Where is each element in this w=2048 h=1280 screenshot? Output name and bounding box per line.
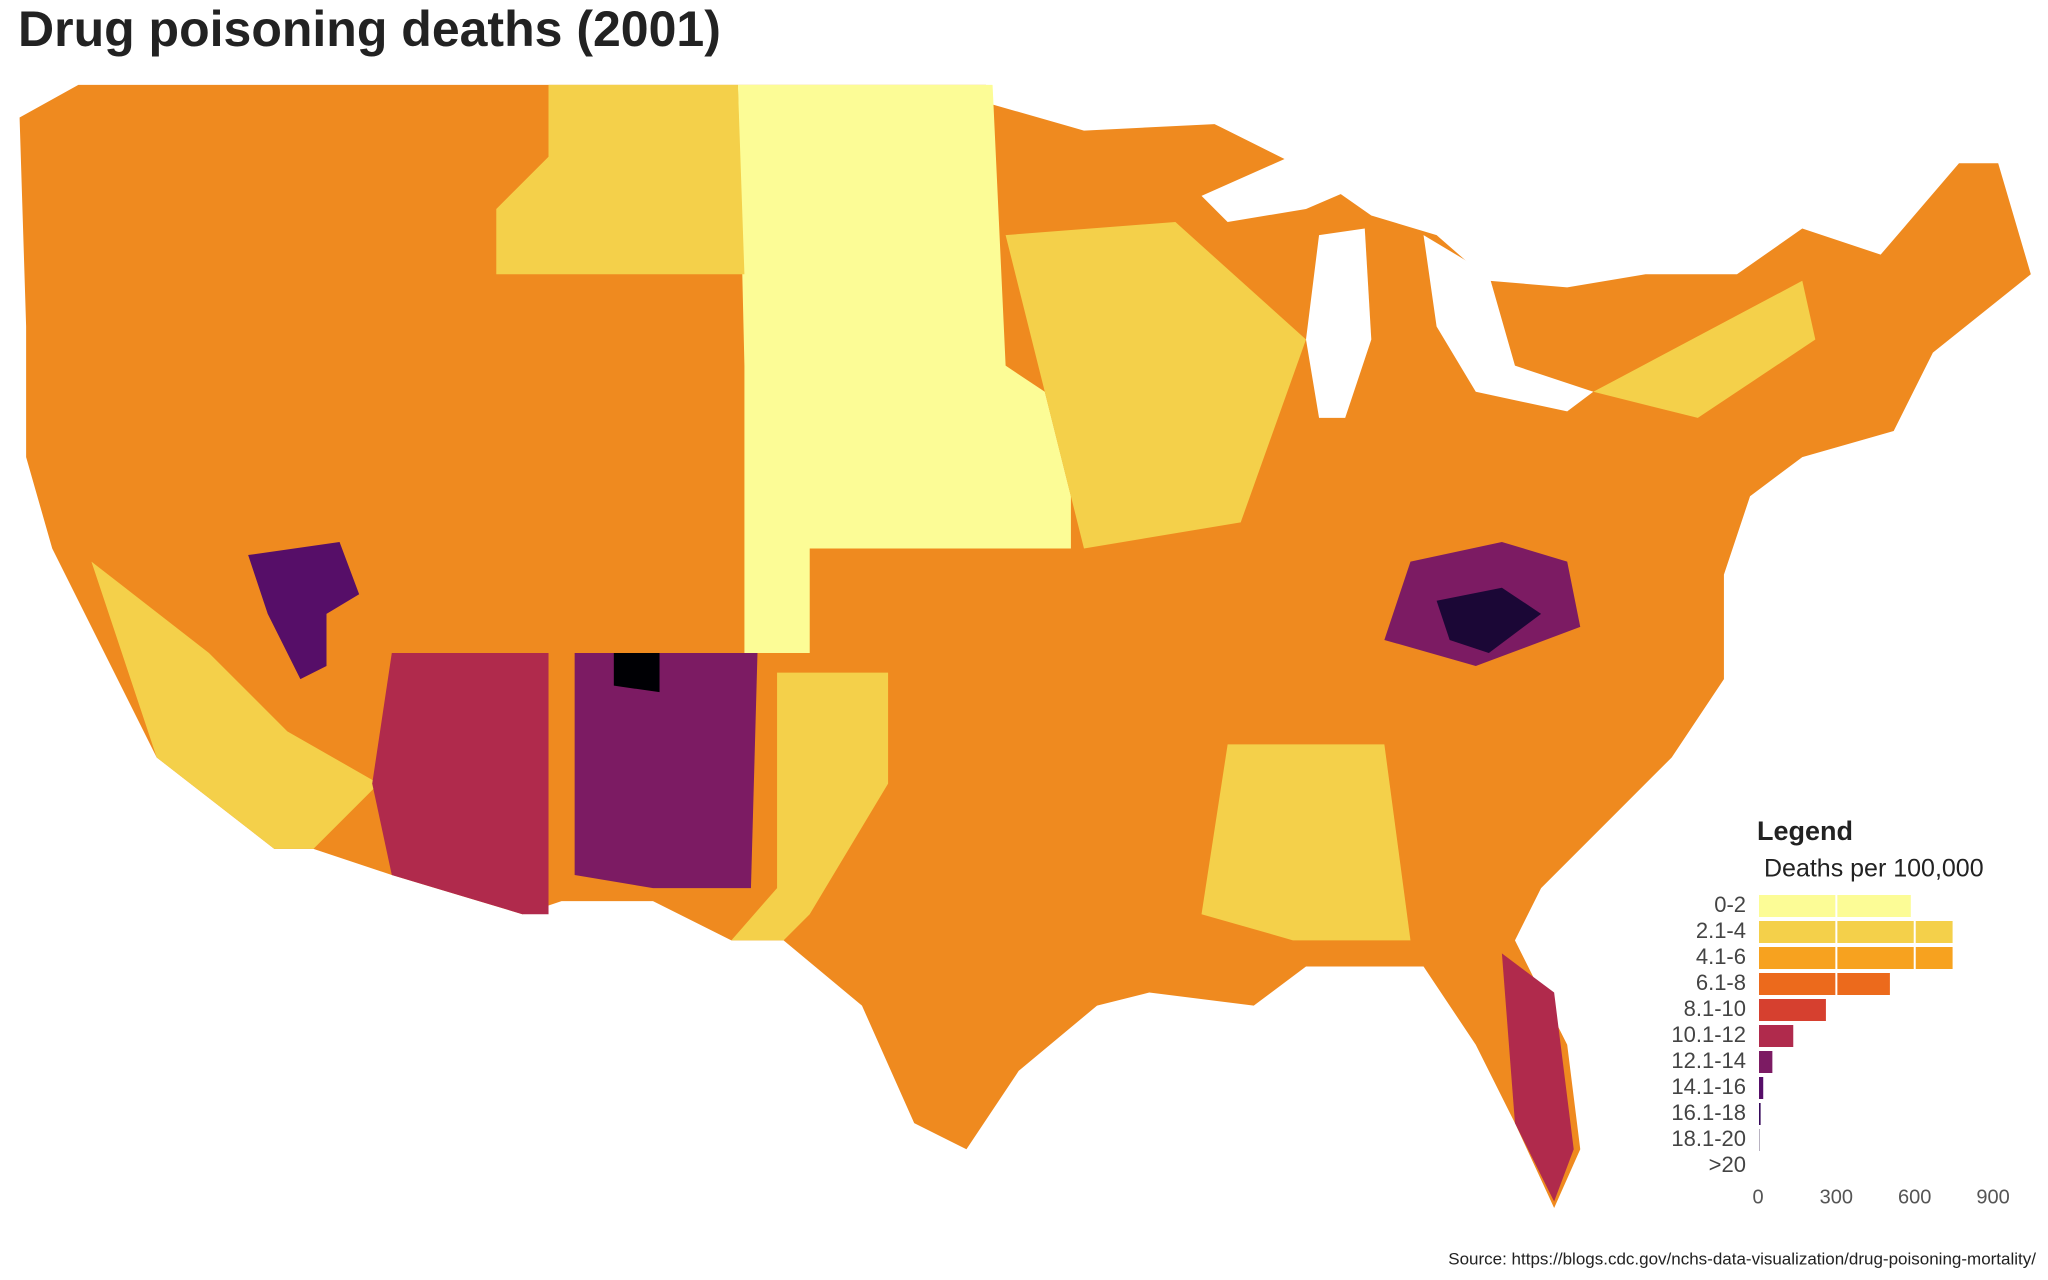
lake-michigan bbox=[1306, 228, 1372, 418]
legend-category: 8.1-10 bbox=[1684, 996, 1746, 1021]
legend-bar bbox=[1758, 1051, 1773, 1073]
x-tick-label: 0 bbox=[1752, 1186, 1763, 1208]
us-map bbox=[19, 84, 2031, 1209]
california-region bbox=[91, 561, 379, 849]
legend-category: 10.1-12 bbox=[1671, 1022, 1746, 1047]
legend-category: 14.1-16 bbox=[1671, 1074, 1746, 1099]
x-tick-label: 900 bbox=[1976, 1186, 2009, 1208]
lake-huron-erie bbox=[1423, 235, 1594, 412]
texas-region bbox=[731, 672, 889, 941]
nevada-region bbox=[248, 541, 360, 680]
legend-category: 6.1-8 bbox=[1696, 970, 1746, 995]
arizona-region bbox=[372, 653, 549, 915]
legend-bar bbox=[1758, 921, 1953, 943]
florida-region bbox=[1501, 953, 1574, 1202]
legend-title: Legend bbox=[1757, 816, 1853, 846]
x-tick-label: 600 bbox=[1898, 1186, 1931, 1208]
legend-category: 12.1-14 bbox=[1671, 1048, 1746, 1073]
legend-category: 16.1-18 bbox=[1671, 1100, 1746, 1125]
lake-superior bbox=[1201, 143, 1398, 223]
legend-category: 0-2 bbox=[1714, 892, 1746, 917]
legend-bar bbox=[1758, 999, 1826, 1021]
legend-category: >20 bbox=[1709, 1152, 1746, 1177]
legend-category: 18.1-20 bbox=[1671, 1126, 1746, 1151]
midwest-region bbox=[1005, 222, 1306, 549]
plains-region bbox=[737, 84, 1071, 653]
legend-bar bbox=[1758, 947, 1953, 969]
source-note: Source: https://blogs.cdc.gov/nchs-data-… bbox=[1448, 1249, 2036, 1268]
us-outline bbox=[19, 84, 2031, 1209]
north-region bbox=[496, 84, 745, 275]
newmexico-core bbox=[613, 653, 660, 693]
southeast-region bbox=[1201, 744, 1411, 941]
legend-category: 4.1-6 bbox=[1696, 944, 1746, 969]
legend-category: 2.1-4 bbox=[1696, 918, 1746, 943]
legend-bar bbox=[1758, 1077, 1764, 1099]
legend-bar bbox=[1758, 895, 1911, 917]
legend-bar bbox=[1758, 1025, 1794, 1047]
legend-bar bbox=[1758, 973, 1890, 995]
appalachia-core bbox=[1436, 587, 1542, 653]
northeast-region bbox=[1593, 280, 1816, 418]
chart-title: Drug poisoning deaths (2001) bbox=[18, 1, 721, 57]
legend-subtitle: Deaths per 100,000 bbox=[1764, 855, 1984, 883]
newmexico-region bbox=[574, 653, 758, 889]
x-tick-label: 300 bbox=[1820, 1186, 1853, 1208]
legend-bar bbox=[1758, 1103, 1761, 1125]
